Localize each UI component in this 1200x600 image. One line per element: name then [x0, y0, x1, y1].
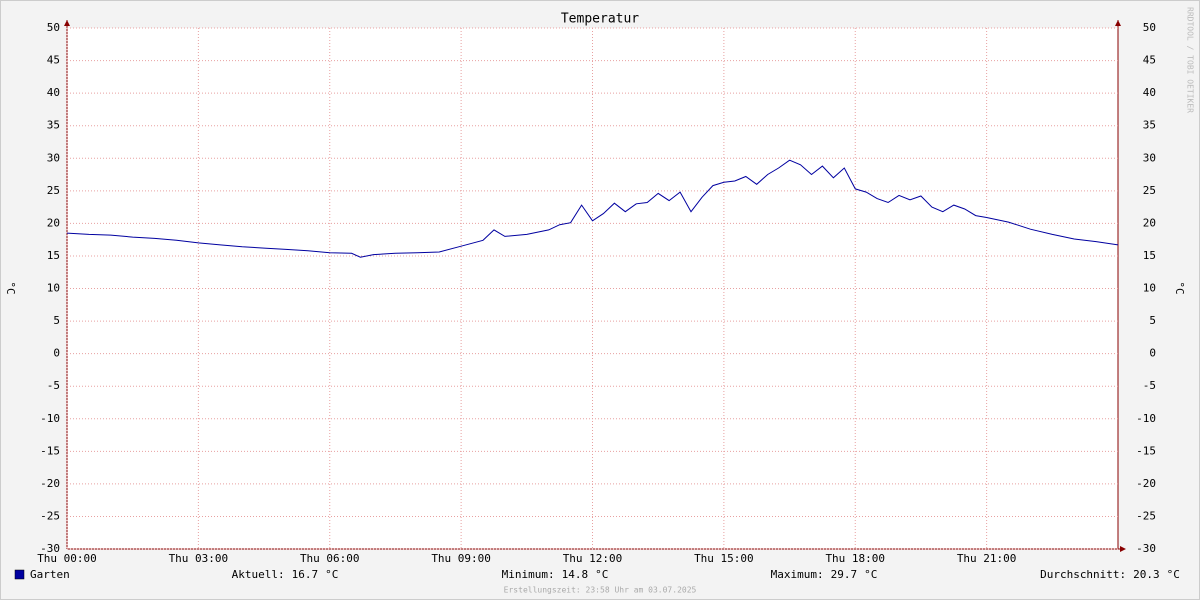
stat-value: 20.3 — [1133, 568, 1160, 581]
stat-label: Maximum: — [771, 568, 824, 581]
y2-tick-label: -10 — [1136, 412, 1156, 425]
x-tick-label: Thu 00:00 — [37, 552, 97, 565]
y-tick-label: 25 — [47, 184, 60, 197]
y-tick-label: 20 — [47, 216, 60, 229]
y2-tick-label: 15 — [1143, 249, 1156, 262]
legend-swatch — [14, 569, 25, 580]
y2-tick-label: 40 — [1143, 86, 1156, 99]
stat-unit: °C — [864, 568, 877, 581]
x-tick-label: Thu 18:00 — [825, 552, 885, 565]
y-axis-label: °C — [4, 281, 17, 294]
y2-tick-label: -15 — [1136, 444, 1156, 457]
stat: Minimum: 14.8 °C — [502, 568, 609, 581]
x-tick-label: Thu 06:00 — [300, 552, 360, 565]
stat-label: Minimum: — [502, 568, 555, 581]
x-tick-label: Thu 15:00 — [694, 552, 754, 565]
y-tick-label: -5 — [47, 379, 60, 392]
chart-title: Temperatur — [561, 12, 639, 27]
y-tick-label: -15 — [40, 444, 60, 457]
y-tick-label: 10 — [47, 282, 60, 295]
y-tick-label: 15 — [47, 249, 60, 262]
y-tick-label: -10 — [40, 412, 60, 425]
series-line — [66, 159, 1119, 258]
stat-label: Durchschnitt: — [1040, 568, 1126, 581]
y-tick-label: -25 — [40, 509, 60, 522]
y2-tick-label: -30 — [1136, 542, 1156, 555]
y2-tick-label: 20 — [1143, 216, 1156, 229]
stat-value: 14.8 — [562, 568, 589, 581]
y-tick-label: 45 — [47, 54, 60, 67]
stat-label: Aktuell: — [232, 568, 285, 581]
stat-unit: °C — [1167, 568, 1180, 581]
y2-tick-label: 10 — [1143, 282, 1156, 295]
y-tick-label: -30 — [40, 542, 60, 555]
y2-tick-label: 0 — [1149, 347, 1156, 360]
y-tick-label: 50 — [47, 21, 60, 34]
legend-label: Garten — [30, 568, 70, 581]
y-tick-label: 35 — [47, 119, 60, 132]
stat-value: 16.7 — [292, 568, 319, 581]
footer: Erstellungszeit: 23:58 Uhr am 03.07.2025 — [504, 586, 697, 595]
y2-tick-label: -25 — [1136, 509, 1156, 522]
stat: Maximum: 29.7 °C — [771, 568, 878, 581]
y2-axis-label: °C — [1173, 281, 1186, 294]
y2-tick-label: -20 — [1136, 477, 1156, 490]
watermark: RRDTOOL / TOBI OETIKER — [1186, 7, 1195, 113]
y2-tick-label: 50 — [1143, 21, 1156, 34]
x-tick-label: Thu 12:00 — [563, 552, 623, 565]
y2-tick-label: 30 — [1143, 151, 1156, 164]
y2-tick-label: 25 — [1143, 184, 1156, 197]
y-tick-label: 5 — [53, 314, 60, 327]
stat: Durchschnitt: 20.3 °C — [1040, 568, 1180, 581]
y-tick-label: 40 — [47, 86, 60, 99]
x-tick-label: Thu 03:00 — [169, 552, 229, 565]
y2-tick-label: 5 — [1149, 314, 1156, 327]
x-tick-label: Thu 21:00 — [957, 552, 1017, 565]
y-tick-label: 0 — [53, 347, 60, 360]
y2-tick-label: 45 — [1143, 54, 1156, 67]
y-tick-label: -20 — [40, 477, 60, 490]
stat-value: 29.7 — [831, 568, 858, 581]
y-tick-label: 30 — [47, 151, 60, 164]
y2-tick-label: 35 — [1143, 119, 1156, 132]
x-tick-label: Thu 09:00 — [431, 552, 491, 565]
stat-unit: °C — [595, 568, 608, 581]
stat-unit: °C — [325, 568, 338, 581]
y2-tick-label: -5 — [1143, 379, 1156, 392]
stat: Aktuell: 16.7 °C — [232, 568, 339, 581]
